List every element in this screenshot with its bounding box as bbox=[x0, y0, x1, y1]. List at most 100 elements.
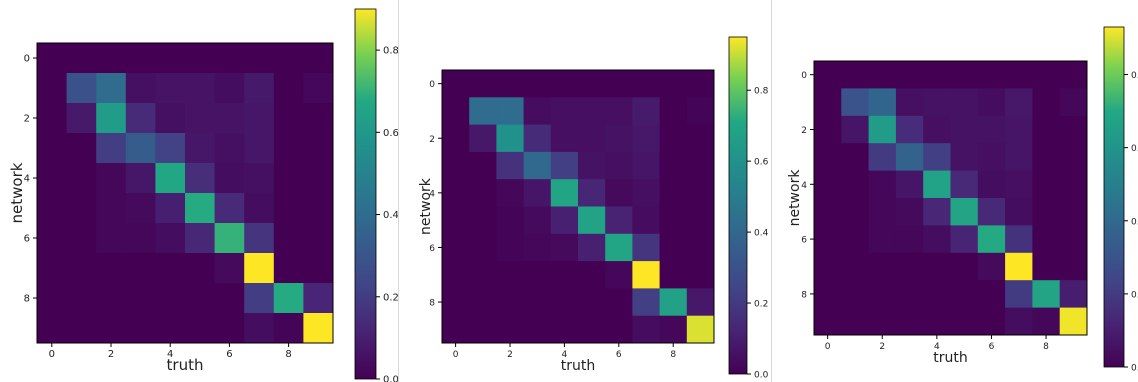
chart2-cell-r6-c2 bbox=[496, 233, 524, 262]
chart1-cell-r5-c4 bbox=[155, 193, 186, 224]
chart3-cell-r6-c8 bbox=[1032, 225, 1061, 254]
chart1-cell-r8-c5 bbox=[185, 283, 215, 314]
chart3-cell-r6-c5 bbox=[950, 225, 979, 254]
chart1-cell-r6-c3 bbox=[125, 223, 156, 254]
chart1-cell-r2-c4 bbox=[155, 103, 186, 134]
chart2-cell-r6-c3 bbox=[523, 233, 552, 262]
chart1-y-tick-label-0: 0 bbox=[24, 54, 30, 65]
chart1-x-tick-label-2: 4 bbox=[167, 349, 173, 360]
chart2-cell-r6-c0 bbox=[442, 233, 470, 262]
chart1-cell-r0-c3 bbox=[125, 43, 156, 74]
chart3-cell-r9-c0 bbox=[814, 307, 842, 336]
chart2-cell-r7-c8 bbox=[659, 261, 688, 289]
chart2-cell-r4-c4 bbox=[550, 179, 579, 207]
chart1-cell-r5-c3 bbox=[125, 193, 156, 224]
chart3-cell-r3-c4 bbox=[923, 143, 951, 171]
chart3-x-tick-label-1: 2 bbox=[879, 342, 885, 352]
chart3-cell-r5-c8 bbox=[1032, 198, 1061, 226]
chart3-cell-r1-c5 bbox=[950, 88, 979, 117]
chart2-cell-r3-c1 bbox=[469, 151, 497, 180]
chart1-cell-r2-c6 bbox=[214, 103, 245, 134]
chart3-cell-r4-c4 bbox=[923, 170, 951, 199]
chart3-cell-r9-c1 bbox=[841, 307, 869, 336]
chart2-cell-r0-c1 bbox=[469, 70, 497, 98]
chart2-cell-r5-c8 bbox=[659, 206, 688, 235]
chart1-cell-r4-c2 bbox=[96, 163, 127, 194]
chart2-cell-r8-c6 bbox=[605, 288, 633, 317]
chart2-cell-r5-c6 bbox=[605, 206, 633, 235]
chart2-cell-r8-c0 bbox=[442, 288, 470, 317]
chart1-cell-r4-c1 bbox=[66, 163, 97, 194]
chart1-cell-r1-c1 bbox=[66, 73, 97, 104]
chart2-colorbar-tick-label-4: 0.8 bbox=[754, 87, 769, 97]
chart2-cell-r3-c8 bbox=[659, 151, 688, 180]
chart2-cell-r8-c5 bbox=[578, 288, 606, 317]
chart1-cell-r7-c0 bbox=[37, 253, 67, 284]
chart2-cell-r7-c9 bbox=[686, 261, 715, 289]
heatmap-chart-2: 0 2 4 6 8 0 2 4 6 8 truth network 0.0 0.2 0.4 0.6 0.8 bbox=[418, 36, 769, 381]
chart3-cell-r9-c4 bbox=[923, 307, 951, 336]
chart2-cell-r1-c5 bbox=[578, 97, 606, 125]
chart3-cell-r9-c6 bbox=[977, 307, 1006, 336]
chart3-colorbar bbox=[1103, 26, 1125, 368]
chart1-cell-r9-c6 bbox=[214, 313, 245, 344]
chart1-cell-r7-c6 bbox=[214, 253, 245, 284]
chart3-cell-r1-c8 bbox=[1032, 88, 1061, 117]
chart1-cell-r2-c2 bbox=[96, 103, 127, 134]
chart2-cell-r6-c6 bbox=[605, 233, 633, 262]
chart1-x-tick-label-3: 6 bbox=[226, 349, 232, 360]
chart3-cell-r8-c9 bbox=[1059, 280, 1088, 308]
chart1-cell-r2-c9 bbox=[303, 103, 334, 134]
chart3-cell-r4-c7 bbox=[1005, 170, 1033, 199]
chart2-cell-r1-c8 bbox=[659, 97, 688, 125]
chart3-cell-r5-c1 bbox=[841, 198, 869, 226]
chart2-cell-r0-c4 bbox=[550, 70, 579, 98]
chart2-cell-r3-c7 bbox=[632, 151, 660, 180]
chart3-cell-r2-c5 bbox=[950, 115, 979, 144]
chart3-cell-r8-c6 bbox=[977, 280, 1006, 308]
chart1-x-tick-label-0: 0 bbox=[49, 349, 55, 360]
chart3-cell-r6-c4 bbox=[923, 225, 951, 254]
chart1-y-tick-label-4: 8 bbox=[24, 294, 30, 305]
chart1-cell-r5-c6 bbox=[214, 193, 245, 224]
chart1-cell-r3-c6 bbox=[214, 133, 245, 164]
chart3-cell-r7-c4 bbox=[923, 252, 951, 281]
chart2-cell-r6-c8 bbox=[659, 233, 688, 262]
chart1-cell-r9-c9 bbox=[303, 313, 334, 344]
chart2-cell-r9-c3 bbox=[523, 315, 552, 344]
panel-divider-1 bbox=[398, 0, 399, 382]
chart1-cell-r3-c1 bbox=[66, 133, 97, 164]
chart2-cell-r5-c7 bbox=[632, 206, 660, 235]
chart1-cell-r1-c2 bbox=[96, 73, 127, 104]
chart1-cell-r6-c7 bbox=[244, 223, 275, 254]
chart1-cell-r4-c4 bbox=[155, 163, 186, 194]
chart3-cell-r6-c7 bbox=[1005, 225, 1033, 254]
chart3-cell-r8-c2 bbox=[868, 280, 897, 308]
chart1-cell-r6-c5 bbox=[185, 223, 215, 254]
chart3-cell-r2-c4 bbox=[923, 115, 951, 144]
chart2-colorbar-tick-label-1: 0.2 bbox=[754, 300, 768, 310]
chart1-cell-r8-c7 bbox=[244, 283, 275, 314]
chart2-cell-r8-c1 bbox=[469, 288, 497, 317]
chart1-cell-r8-c8 bbox=[273, 283, 304, 314]
chart2-cell-r9-c0 bbox=[442, 315, 470, 344]
chart2-cell-r1-c0 bbox=[442, 97, 470, 125]
chart3-cell-r7-c3 bbox=[895, 252, 924, 281]
chart1-cell-r7-c2 bbox=[96, 253, 127, 284]
chart3-cell-r0-c2 bbox=[868, 61, 897, 89]
chart3-cell-r9-c7 bbox=[1005, 307, 1033, 336]
chart3-cell-r0-c9 bbox=[1059, 61, 1088, 89]
chart1-x-tick-label-1: 2 bbox=[108, 349, 114, 360]
chart1-cell-r1-c3 bbox=[125, 73, 156, 104]
chart2-cell-r7-c7 bbox=[632, 261, 660, 289]
chart3-cell-r4-c5 bbox=[950, 170, 979, 199]
chart2-cell-r7-c1 bbox=[469, 261, 497, 289]
chart3-cell-r3-c2 bbox=[868, 143, 897, 171]
confusion-matrix-panel-2: 0 2 4 6 8 0 2 4 6 8 truth network 0.0 0.2 0.4 0.6 0.8 bbox=[399, 0, 771, 382]
chart3-colorbar-tick-label-1: 0.2 bbox=[1131, 290, 1138, 300]
chart2-cell-r5-c9 bbox=[686, 206, 715, 235]
chart3-plot-frame bbox=[813, 60, 1088, 336]
chart3-cell-r2-c2 bbox=[868, 115, 897, 144]
chart3-cell-r9-c8 bbox=[1032, 307, 1061, 336]
chart2-cell-r3-c2 bbox=[496, 151, 524, 180]
